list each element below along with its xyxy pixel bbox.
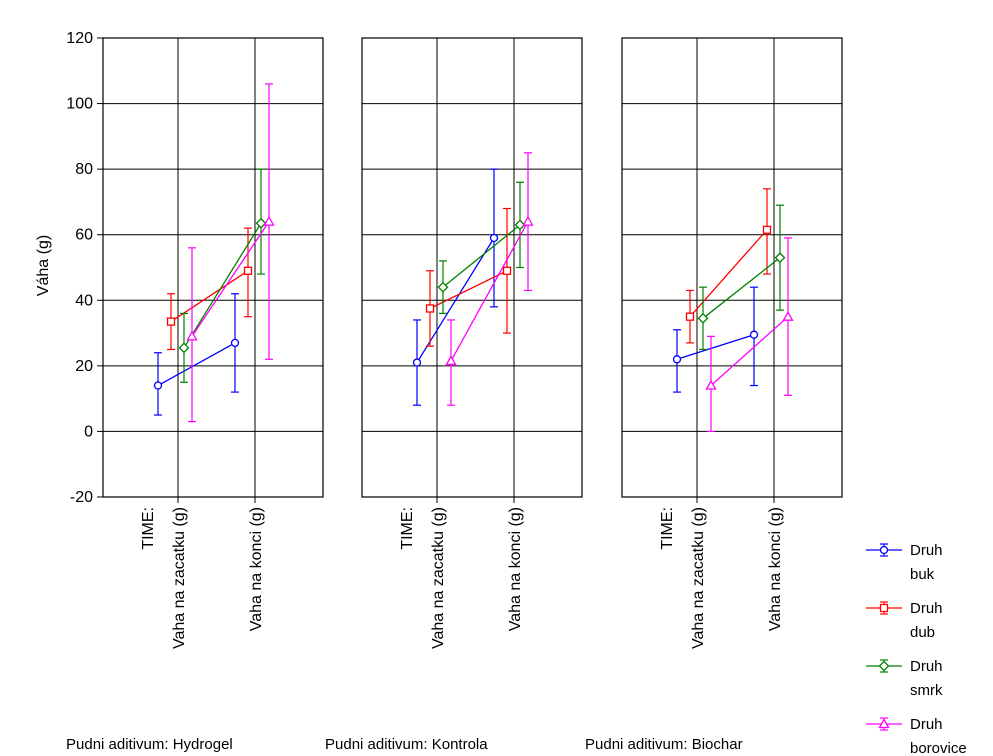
y-tick-label: 20 <box>75 358 93 375</box>
legend-marker-circle <box>879 545 889 555</box>
data-point-triangle <box>445 355 457 366</box>
series-diamond <box>697 204 786 351</box>
y-tick-label: 100 <box>66 96 93 113</box>
x-factor-label: TIME: <box>140 507 157 550</box>
data-point-square <box>243 266 253 275</box>
series-line <box>710 316 789 387</box>
grid-layer <box>103 38 842 497</box>
data-point-circle <box>230 338 240 348</box>
data-point-square <box>425 304 435 313</box>
data-point-triangle <box>263 215 275 226</box>
y-axis-label: Váha (g) <box>35 235 52 296</box>
x-factor-label: TIME: <box>659 507 676 550</box>
series-line <box>157 342 236 387</box>
legend-marker-diamond <box>878 660 890 672</box>
panel-1 <box>102 37 324 498</box>
y-tick-label: 120 <box>66 30 93 47</box>
data-point-triangle <box>522 215 534 226</box>
series-diamond <box>178 168 267 383</box>
series-square <box>425 207 512 347</box>
series-circle <box>672 286 759 393</box>
panel-frame <box>361 37 583 498</box>
legend-item-square: Druh dub <box>866 600 943 641</box>
data-point-circle <box>749 330 759 339</box>
panel-frame <box>102 37 324 498</box>
series-line <box>689 229 768 318</box>
legend-item-circle: Druh buk <box>866 542 943 583</box>
y-tick-label: 40 <box>75 292 93 309</box>
y-tick-label: -20 <box>70 489 93 506</box>
series-circle <box>412 168 499 406</box>
data-point-diamond <box>514 219 526 231</box>
data-point-triangle <box>782 310 794 321</box>
series-line <box>191 221 270 337</box>
legend-label-line2: dub <box>910 624 935 641</box>
panel-frame <box>621 37 843 498</box>
legend-label-line1: Druh <box>910 716 943 733</box>
y-tick-label: 60 <box>75 227 93 244</box>
x-category-label: Vaha na zacatku (g) <box>690 507 707 649</box>
data-point-diamond <box>178 342 190 354</box>
panel-2 <box>361 37 583 498</box>
panel-layer <box>102 37 843 498</box>
series-line <box>676 334 755 360</box>
data-point-square <box>166 317 176 326</box>
x-category-label: Vaha na zacatku (g) <box>430 507 447 649</box>
x-category-label: Vaha na zacatku (g) <box>171 507 188 649</box>
x-category-label: Vaha na konci (g) <box>507 507 524 631</box>
data-point-diamond <box>774 252 786 264</box>
legend-label-line2: buk <box>910 566 935 583</box>
series-square <box>166 227 253 351</box>
panel-title: Pudni aditivum: Biochar <box>585 736 743 753</box>
legend-label-line1: Druh <box>910 542 943 559</box>
panel-title: Pudni aditivum: Hydrogel <box>66 736 233 753</box>
data-point-diamond <box>697 312 709 324</box>
series-triangle <box>445 152 534 406</box>
series-triangle <box>705 237 794 433</box>
legend-marker-square <box>879 603 889 613</box>
legend-item-triangle: Druh borovice <box>866 716 967 756</box>
x-category-label: Vaha na konci (g) <box>248 507 265 631</box>
series-line <box>450 221 529 362</box>
y-tick-label: 80 <box>75 161 93 178</box>
series-triangle <box>186 83 275 423</box>
legend-label-line2: borovice <box>910 740 967 756</box>
axis-layer: -20 0 20 40 60 80 100 120 Váha (g) TIME: Vaha na z… <box>35 30 784 753</box>
data-point-triangle <box>186 330 198 341</box>
data-point-square <box>762 225 772 234</box>
data-point-diamond <box>255 217 267 229</box>
series-diamond <box>437 181 526 314</box>
x-factor-label: TIME: <box>399 507 416 550</box>
panel-title: Pudni aditivum: Kontrola <box>325 736 488 753</box>
legend-layer: Druh buk Druh dub Druh smrk Druh borovice <box>866 542 967 756</box>
legend-label-line1: Druh <box>910 658 943 675</box>
series-line <box>702 257 781 319</box>
data-point-diamond <box>437 281 449 293</box>
data-point-square <box>502 266 512 275</box>
legend-label-line1: Druh <box>910 600 943 617</box>
legend-item-diamond: Druh smrk <box>866 658 943 699</box>
data-point-circle <box>489 233 499 243</box>
data-point-circle <box>412 358 422 367</box>
data-point-square <box>685 312 695 321</box>
series-square <box>685 188 772 344</box>
series-layer <box>153 83 794 433</box>
series-line <box>442 224 521 288</box>
series-circle <box>153 293 240 416</box>
panel-3 <box>621 37 843 498</box>
legend-label-line2: smrk <box>910 682 943 699</box>
data-point-circle <box>153 381 163 390</box>
series-line <box>183 222 262 349</box>
legend-marker-triangle <box>878 718 890 729</box>
x-category-label: Vaha na konci (g) <box>767 507 784 631</box>
y-tick-label: 0 <box>84 423 93 440</box>
data-point-triangle <box>705 379 717 390</box>
data-point-circle <box>672 355 682 364</box>
